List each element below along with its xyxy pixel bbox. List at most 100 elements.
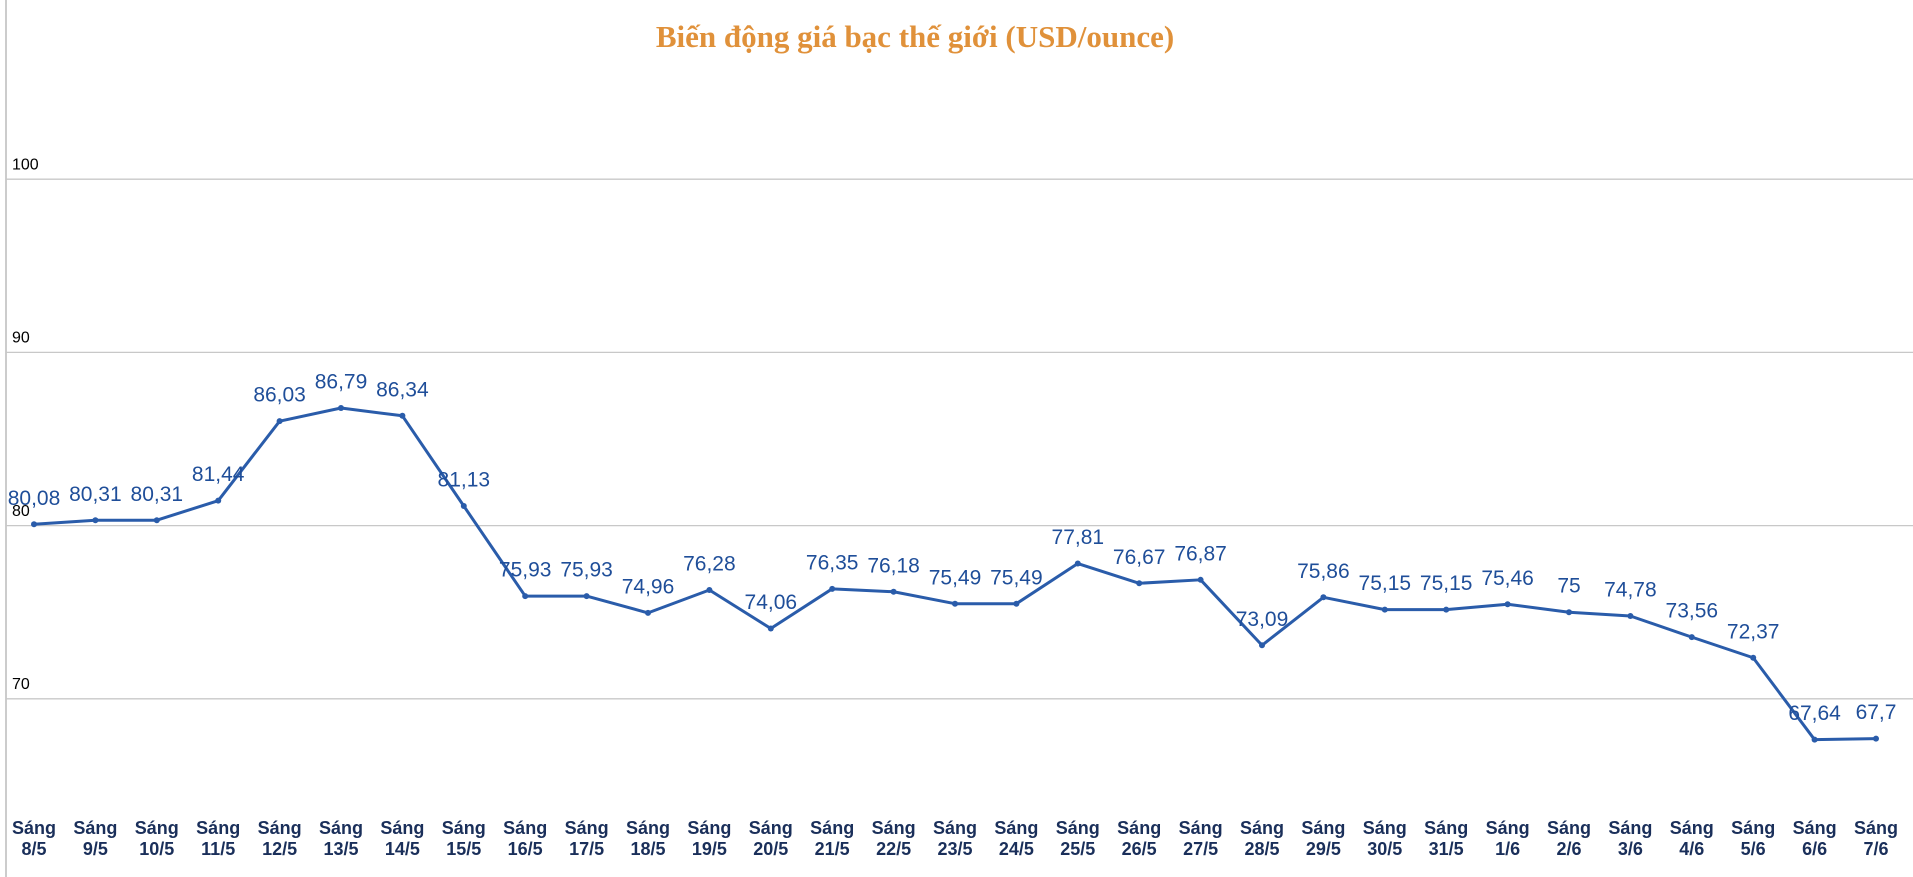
x-tick-label: Sáng 25/5 [1055,818,1100,859]
point [1136,580,1143,587]
point [1688,634,1695,641]
x-tick-label: Sáng 3/6 [1608,818,1653,859]
x-tick-label: Sáng 26/5 [1117,818,1162,859]
data-label: 74,06 [745,591,798,614]
x-tick-label: Sáng 12/5 [257,818,302,859]
point [522,593,529,600]
point [829,585,836,592]
data-label: 73,56 [1666,600,1719,623]
x-tick-label: Sáng 10/5 [134,818,179,859]
x-tick-label: Sáng 20/5 [748,818,793,859]
x-tick-label: Sáng 4/6 [1669,818,1714,859]
point [1013,600,1020,607]
y-tick-label: 100 [12,156,39,173]
point [1750,654,1757,661]
point [1811,736,1818,743]
data-label: 75,49 [929,566,982,589]
data-label: 74,78 [1604,579,1657,602]
x-tick-label: Sáng 24/5 [994,818,1039,859]
data-label: 76,18 [867,554,920,577]
data-label: 80,08 [8,487,61,510]
x-tick-label: Sáng 31/5 [1424,818,1469,859]
x-tick-label: Sáng 17/5 [564,818,609,859]
y-tick-label: 90 [12,330,30,347]
x-tick-label: Sáng 23/5 [932,818,978,859]
data-label: 75 [1557,575,1580,598]
point [767,625,774,632]
data-label: 81,44 [192,463,245,486]
data-label: 67,7 [1856,701,1897,724]
point [1627,613,1634,620]
data-label: 75,15 [1359,572,1412,595]
data-label: 77,81 [1052,526,1105,549]
data-label: 75,93 [499,559,552,582]
data-label: 81,13 [438,469,491,492]
data-label: 75,46 [1481,567,1534,590]
data-label: 86,34 [376,378,429,401]
point [1566,609,1572,616]
point [338,404,344,411]
x-tick-label: Sáng 29/5 [1301,818,1346,859]
data-label: 72,37 [1727,620,1780,643]
point [399,412,406,419]
x-tick-label: Sáng 16/5 [503,818,548,859]
data-label: 75,86 [1297,560,1350,583]
x-tick-label: Sáng 8/5 [11,818,57,859]
data-label: 73,09 [1236,608,1289,631]
x-tick-label: Sáng 15/5 [441,818,486,859]
point [1259,642,1265,649]
point [645,609,651,616]
data-label: 67,64 [1788,702,1841,725]
point [1074,560,1081,567]
data-label: 76,28 [683,553,736,576]
point [31,521,37,528]
x-tick-label: Sáng 18/5 [625,818,671,859]
data-label: 76,67 [1113,546,1166,569]
x-tick-label: Sáng 1/6 [1485,818,1530,859]
y-tick-label: 80 [12,503,30,520]
chart-title: Biến động giá bạc thế giới (USD/ounce) [656,19,1174,54]
data-label: 86,03 [253,384,306,407]
x-tick-label: Sáng 28/5 [1239,818,1285,859]
point [1504,601,1511,608]
data-label: 76,87 [1174,542,1227,565]
point [1197,576,1204,583]
y-tick-label: 70 [12,676,30,693]
x-tick-label: Sáng 11/5 [196,818,241,859]
x-tick-label: Sáng 7/6 [1853,818,1899,859]
point [952,600,958,607]
point [1381,606,1388,613]
point [890,588,897,595]
point [1873,735,1879,742]
x-tick-label: Sáng 6/6 [1792,818,1837,859]
point [215,497,222,504]
data-label: 80,31 [131,483,184,506]
point [706,587,713,594]
point [276,418,283,425]
x-tick-label: Sáng 5/6 [1731,818,1776,859]
data-label: 75,93 [560,559,613,582]
x-tick-label: Sáng 14/5 [380,818,425,859]
point [1443,606,1450,613]
x-tick-label: Sáng 30/5 [1362,818,1407,859]
data-label: 86,79 [315,371,368,394]
point [460,503,467,510]
point [153,517,160,524]
data-label: 76,35 [806,551,859,574]
x-tick-label: Sáng 19/5 [687,818,732,859]
x-tick-label: Sáng 22/5 [871,818,916,859]
x-tick-label: Sáng 13/5 [318,818,364,859]
data-label: 75,15 [1420,572,1473,595]
point [583,593,590,600]
point [92,517,99,524]
data-label: 75,49 [990,566,1043,589]
x-tick-label: Sáng 27/5 [1178,818,1223,859]
point [1320,594,1327,601]
x-tick-label: Sáng 2/6 [1546,818,1592,859]
data-label: 80,31 [69,483,122,506]
x-tick-label: Sáng 21/5 [810,818,855,859]
data-label: 74,96 [622,575,675,598]
x-tick-label: Sáng 9/5 [73,818,118,859]
